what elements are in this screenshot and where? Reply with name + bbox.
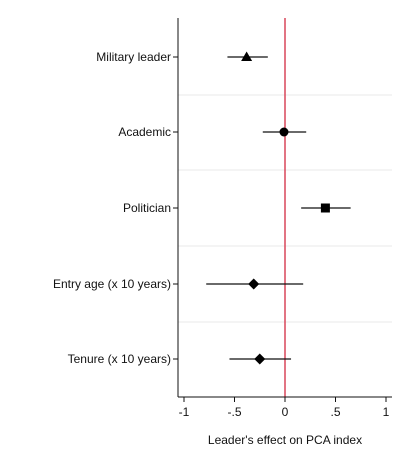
category-label-politician: Politician [123, 201, 171, 215]
category-label-tenure-x-10-years: Tenure (x 10 years) [68, 352, 171, 366]
category-label-entry-age-x-10-years: Entry age (x 10 years) [53, 277, 171, 291]
estimate-marker-layer [241, 51, 330, 365]
x-tick-label-1: -1 [179, 405, 190, 419]
estimate-marker-academic [279, 127, 289, 137]
tick-layer: -1 -.5 0 .5 1 [179, 397, 390, 419]
x-tick-label-5: 1 [383, 405, 390, 419]
x-tick-label-3: 0 [282, 405, 289, 419]
x-tick-label-2: -.5 [227, 405, 241, 419]
estimate-marker-entry-age-x-10-years [248, 278, 260, 290]
x-tick-label-4: .5 [330, 405, 340, 419]
estimate-marker-tenure-x-10-years [254, 353, 266, 365]
category-label-military-leader: Military leader [96, 50, 171, 64]
x-axis-title: Leader's effect on PCA index [208, 433, 362, 447]
estimate-marker-politician [320, 203, 330, 213]
category-label-academic: Academic [118, 125, 171, 139]
estimate-marker-military-leader [241, 51, 253, 61]
category-label-layer: Military leader Academic Politician Entry a… [53, 50, 171, 366]
